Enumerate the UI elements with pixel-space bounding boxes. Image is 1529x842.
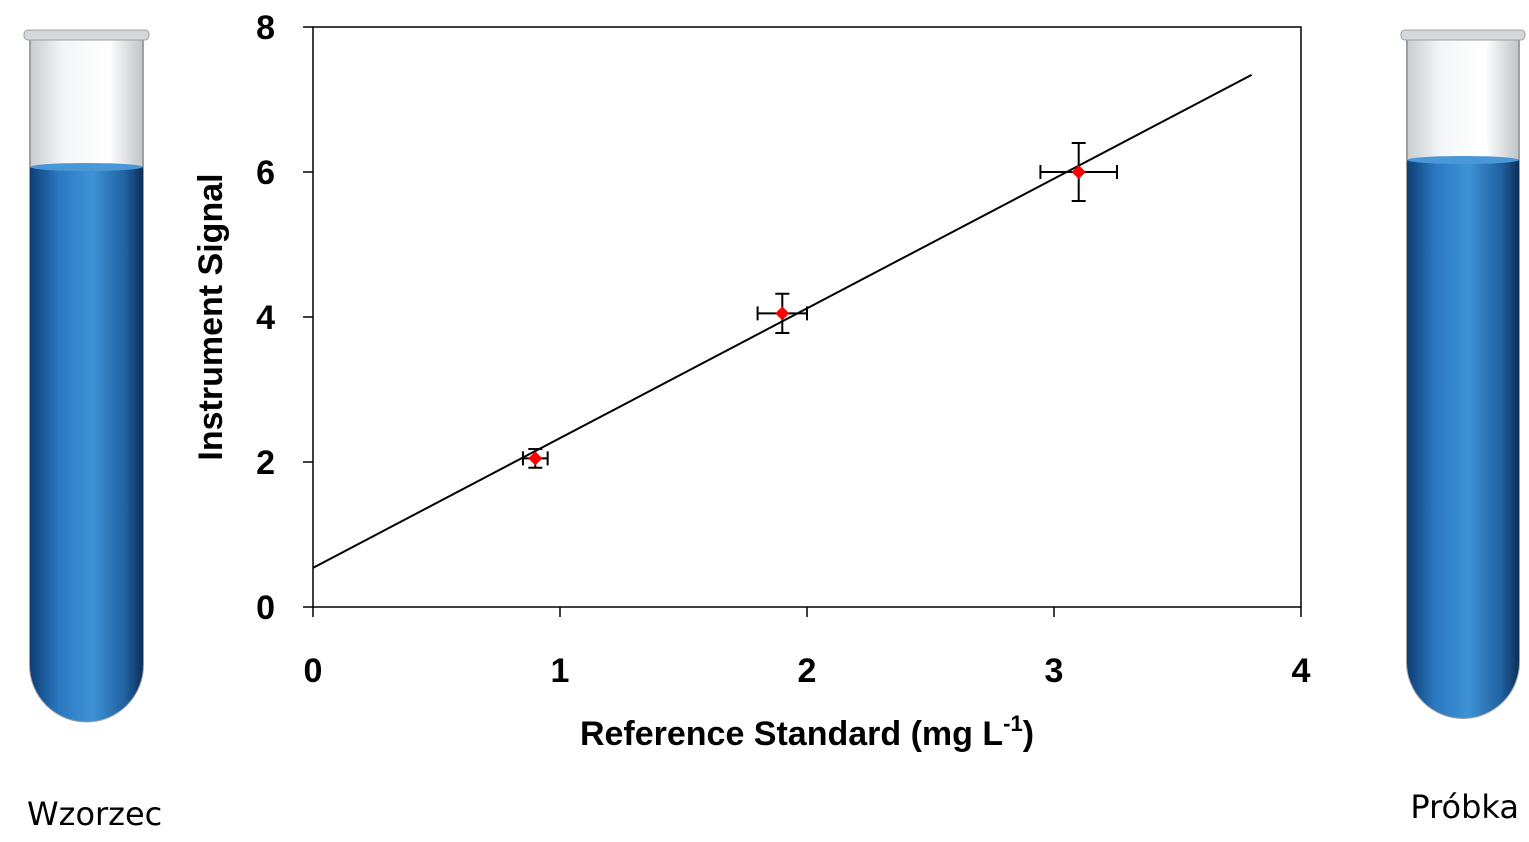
tube-label: Próbka xyxy=(1410,788,1519,826)
y-tick-label: 4 xyxy=(256,299,275,337)
x-axis-label-sup: -1 xyxy=(1003,711,1023,736)
point xyxy=(528,451,543,466)
tube-right xyxy=(1400,29,1526,719)
tube-left xyxy=(23,29,150,723)
tube-label: Wzorzec xyxy=(27,795,162,833)
y-tick-label: 8 xyxy=(256,9,275,47)
point xyxy=(1071,165,1086,179)
point xyxy=(775,306,790,321)
y-tick-label: 2 xyxy=(256,444,275,482)
x-tick-label: 3 xyxy=(1045,652,1064,690)
x-tick-label: 2 xyxy=(798,652,817,690)
x-axis-label-text: Reference Standard (mg L xyxy=(580,715,1003,753)
y-tick-label: 6 xyxy=(256,154,275,192)
x-tick-label: 0 xyxy=(304,652,323,690)
x-axis-label-suffix: ) xyxy=(1023,715,1034,753)
x-tick-label: 4 xyxy=(1292,652,1311,690)
x-tick-label: 1 xyxy=(551,652,570,690)
y-tick-label: 0 xyxy=(256,589,275,627)
x-axis-label: Reference Standard (mg L-1) xyxy=(580,711,1034,753)
y-axis-label: Instrument Signal xyxy=(192,173,230,460)
